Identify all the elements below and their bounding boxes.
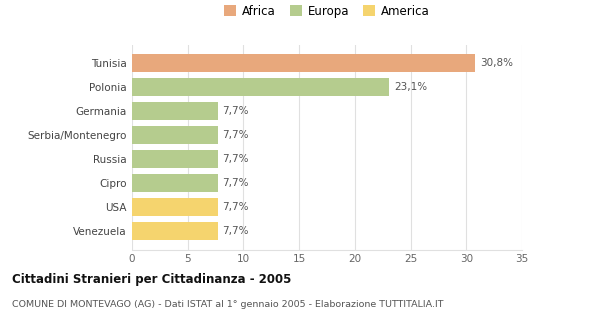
Bar [132, 222, 218, 240]
Text: 7,7%: 7,7% [222, 202, 249, 212]
Bar [132, 78, 389, 96]
Text: 23,1%: 23,1% [394, 82, 427, 92]
Text: 7,7%: 7,7% [222, 154, 249, 164]
Text: 7,7%: 7,7% [222, 130, 249, 140]
Bar [132, 150, 218, 168]
Bar [132, 102, 218, 120]
Text: 30,8%: 30,8% [479, 58, 512, 68]
Bar [132, 126, 218, 144]
Text: COMUNE DI MONTEVAGO (AG) - Dati ISTAT al 1° gennaio 2005 - Elaborazione TUTTITAL: COMUNE DI MONTEVAGO (AG) - Dati ISTAT al… [12, 300, 443, 309]
Text: 7,7%: 7,7% [222, 226, 249, 236]
Text: 7,7%: 7,7% [222, 178, 249, 188]
Legend: Africa, Europa, America: Africa, Europa, America [220, 0, 434, 22]
Text: Cittadini Stranieri per Cittadinanza - 2005: Cittadini Stranieri per Cittadinanza - 2… [12, 273, 292, 286]
Text: 7,7%: 7,7% [222, 106, 249, 116]
Bar [132, 198, 218, 216]
Bar [132, 174, 218, 192]
Bar [132, 54, 475, 72]
